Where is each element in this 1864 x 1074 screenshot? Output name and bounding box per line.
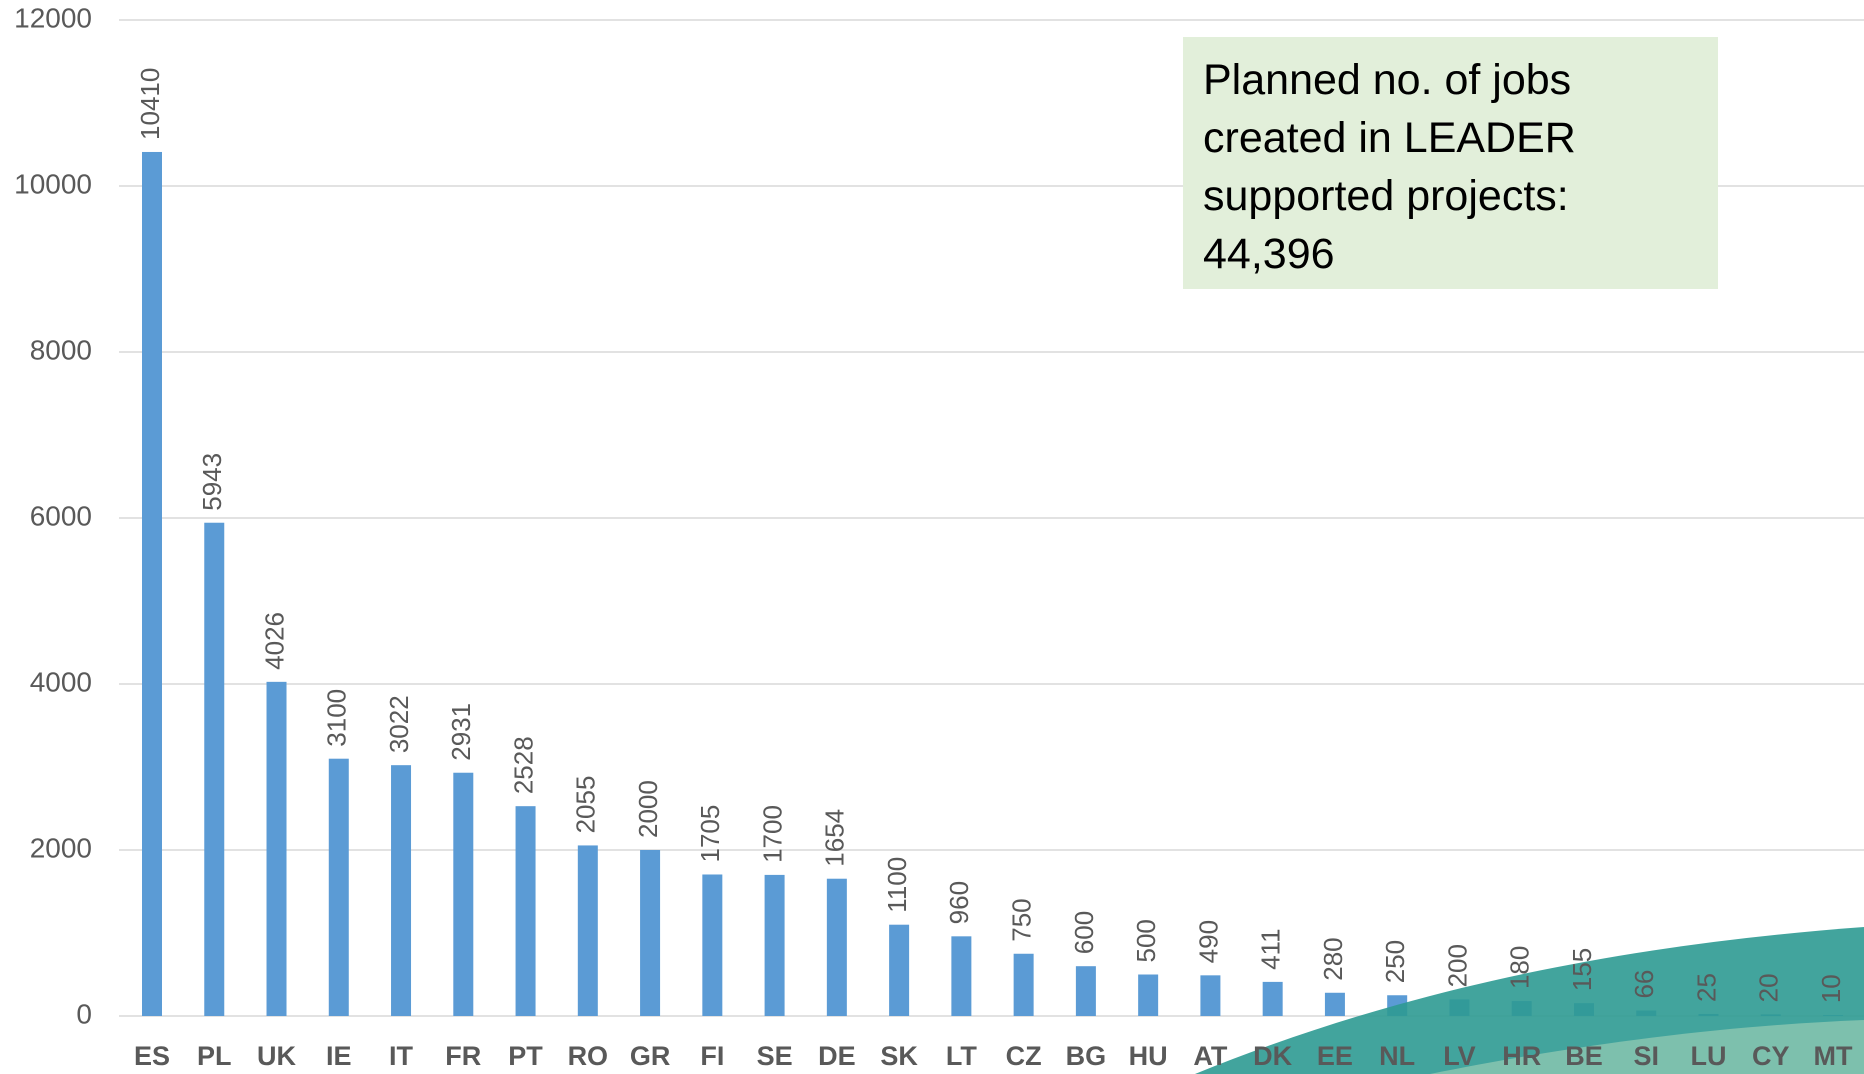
bar	[889, 924, 910, 1016]
bar	[515, 806, 536, 1016]
x-tick-label: IT	[389, 1041, 414, 1071]
y-tick-label: 10000	[14, 168, 92, 199]
y-tick-label: 8000	[30, 334, 92, 365]
x-tick-label: SK	[880, 1041, 918, 1071]
value-label: 66	[1629, 970, 1659, 999]
x-tick-label: BE	[1565, 1041, 1603, 1071]
x-tick-label: PT	[508, 1041, 543, 1071]
bar	[702, 874, 723, 1016]
bar	[453, 772, 474, 1016]
x-tick-label: CY	[1752, 1041, 1790, 1071]
value-label: 20	[1754, 973, 1784, 1002]
x-tick-label: SI	[1633, 1041, 1659, 1071]
value-label: 600	[1069, 911, 1099, 954]
x-tick-label: UK	[257, 1041, 296, 1071]
y-tick-label: 6000	[30, 500, 92, 531]
value-label: 2000	[633, 780, 663, 838]
x-tick-label: FI	[700, 1041, 724, 1071]
bar	[1324, 992, 1345, 1016]
x-tick-label: AT	[1193, 1041, 1227, 1071]
value-label: 250	[1380, 940, 1410, 983]
decoration	[1195, 927, 1864, 1074]
x-tick-label: IE	[326, 1041, 352, 1071]
bar	[826, 878, 847, 1016]
bar	[1138, 974, 1159, 1016]
value-label: 10410	[135, 68, 165, 140]
bar	[328, 758, 349, 1016]
value-label: 2931	[446, 703, 476, 761]
x-tick-label: EE	[1317, 1041, 1353, 1071]
value-label: 1654	[820, 809, 850, 867]
value-label: 960	[944, 881, 974, 924]
bar	[204, 522, 225, 1016]
value-label: 4026	[259, 612, 289, 670]
x-tick-label: DK	[1253, 1041, 1292, 1071]
y-tick-label: 0	[76, 998, 92, 1029]
value-label: 200	[1442, 944, 1472, 987]
value-label: 3022	[384, 695, 414, 753]
value-label: 1100	[882, 857, 912, 913]
bar	[1013, 953, 1034, 1016]
x-tick-label: HR	[1502, 1041, 1541, 1071]
value-label: 180	[1505, 946, 1535, 989]
value-label: 155	[1567, 948, 1597, 991]
value-label: 5943	[197, 453, 227, 511]
x-tick-label: RO	[568, 1041, 609, 1071]
x-tick-label: HU	[1129, 1041, 1168, 1071]
bar	[142, 151, 162, 1017]
decoration-wave	[1430, 1020, 1864, 1074]
value-label: 1700	[757, 805, 787, 863]
x-tick-label: ES	[134, 1041, 170, 1071]
value-label: 500	[1131, 919, 1161, 962]
bar	[1075, 966, 1096, 1016]
bar	[391, 765, 412, 1016]
value-label: 280	[1318, 937, 1348, 980]
x-tick-label: LU	[1690, 1041, 1726, 1071]
x-tick-label: PL	[197, 1041, 232, 1071]
bar	[640, 850, 661, 1016]
bar	[764, 874, 785, 1016]
value-label: 750	[1007, 898, 1037, 941]
value-label: 25	[1691, 973, 1721, 1002]
y-tick-label: 4000	[30, 666, 92, 697]
x-tick-label: LT	[946, 1041, 977, 1071]
value-label: 10	[1816, 974, 1846, 1003]
x-tick-label: GR	[630, 1041, 671, 1071]
bar	[577, 845, 598, 1016]
value-label: 490	[1193, 920, 1223, 963]
x-tick-label: BG	[1066, 1041, 1107, 1071]
bar	[266, 681, 287, 1016]
x-tick-label: DE	[818, 1041, 856, 1071]
value-label: 411	[1256, 928, 1286, 969]
x-tick-label: MT	[1814, 1041, 1853, 1071]
bar	[1262, 981, 1283, 1016]
value-label: 2055	[571, 776, 601, 834]
x-tick-label: FR	[445, 1041, 481, 1071]
x-tick-label: SE	[757, 1041, 793, 1071]
x-tick-label: NL	[1379, 1041, 1415, 1071]
value-label: 3100	[322, 689, 352, 747]
value-label: 2528	[508, 736, 538, 794]
x-tick-label: LV	[1443, 1041, 1476, 1071]
value-label: 1705	[695, 805, 725, 863]
bar	[1200, 975, 1221, 1016]
annotation: Planned no. of jobs created in LEADER su…	[1183, 37, 1718, 289]
bar	[951, 936, 972, 1016]
y-tick-label: 2000	[30, 832, 92, 863]
y-tick-label: 12000	[14, 2, 92, 33]
x-tick-label: CZ	[1006, 1041, 1042, 1071]
